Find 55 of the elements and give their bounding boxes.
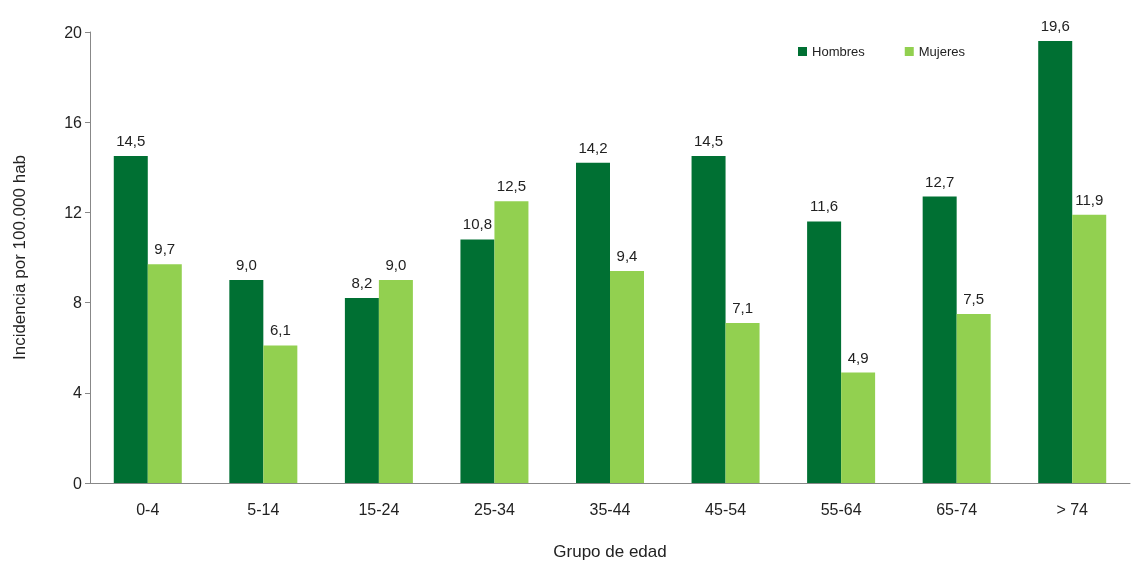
bar xyxy=(263,345,298,483)
data-label: 4,9 xyxy=(847,348,869,366)
bar xyxy=(460,239,495,483)
bar xyxy=(147,264,182,483)
bar xyxy=(610,271,644,483)
data-label: 9,7 xyxy=(154,240,176,258)
x-tick-label: 45-54 xyxy=(705,500,747,518)
data-label: 12,5 xyxy=(496,177,527,195)
x-axis-title: Grupo de edad xyxy=(553,542,667,561)
bar xyxy=(113,156,148,483)
bar xyxy=(494,201,529,483)
data-label: 14,2 xyxy=(578,138,608,156)
y-tick-label: 4 xyxy=(73,384,83,402)
data-label: 19,6 xyxy=(1040,17,1070,35)
bar xyxy=(344,298,379,483)
bar xyxy=(1072,214,1107,483)
data-label: 9,0 xyxy=(235,256,257,274)
data-label: 7,5 xyxy=(963,289,985,307)
data-label: 8,2 xyxy=(351,274,373,292)
x-tick-label: 25-34 xyxy=(473,500,516,518)
x-tick-label: 5-14 xyxy=(247,500,280,518)
x-tick-label: 35-44 xyxy=(589,500,631,518)
x-tick-label: 0-4 xyxy=(136,500,160,518)
bar xyxy=(1038,41,1073,483)
legend-label: Hombres xyxy=(812,44,866,59)
data-label: 10,8 xyxy=(462,215,493,233)
data-label: 7,1 xyxy=(732,298,753,316)
bar xyxy=(378,280,413,483)
bar xyxy=(841,372,876,483)
x-tick-label: 15-24 xyxy=(358,500,400,518)
data-label: 6,1 xyxy=(269,321,291,339)
bar xyxy=(229,280,264,483)
bar xyxy=(576,162,610,483)
y-tick-label: 12 xyxy=(64,203,83,221)
x-tick-label: 65-74 xyxy=(936,500,978,518)
y-tick-label: 20 xyxy=(64,23,83,41)
y-tick-label: 8 xyxy=(73,294,83,312)
data-label: 9,0 xyxy=(385,256,407,274)
bar xyxy=(956,313,991,483)
x-tick-label: 55-64 xyxy=(820,500,862,518)
data-label: 11,6 xyxy=(810,197,839,215)
bar xyxy=(807,221,842,483)
y-axis-title: Incidencia por 100.000 hab xyxy=(10,154,29,361)
y-tick-label: 0 xyxy=(73,474,83,492)
data-label: 11,9 xyxy=(1075,190,1104,208)
bar xyxy=(922,196,957,483)
data-label: 12,7 xyxy=(925,172,955,190)
bar xyxy=(725,322,760,483)
data-label: 14,5 xyxy=(116,132,146,150)
legend-label: Mujeres xyxy=(918,44,966,59)
x-tick-label: > 74 xyxy=(1056,500,1089,518)
bar xyxy=(691,156,726,483)
data-label: 9,4 xyxy=(616,247,638,265)
y-tick-label: 16 xyxy=(64,113,83,131)
data-label: 14,5 xyxy=(693,132,724,150)
